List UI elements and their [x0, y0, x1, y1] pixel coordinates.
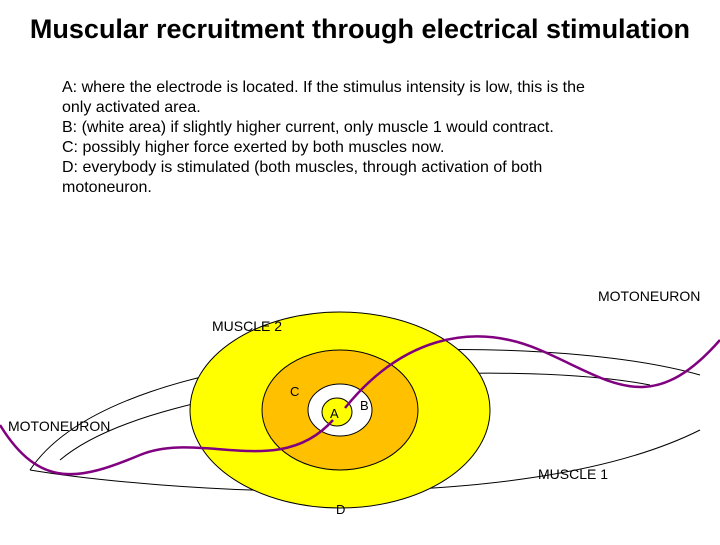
muscle-1-label: MUSCLE 1 — [538, 466, 608, 482]
desc-line-3: B: (white area) if slightly higher curre… — [62, 118, 662, 138]
desc-line-5: D: everybody is stimulated (both muscles… — [62, 158, 662, 178]
desc-line-2: only activated area. — [62, 98, 662, 118]
motoneuron-left-label: MOTONEURON — [8, 418, 110, 434]
desc-line-4: C: possibly higher force exerted by both… — [62, 138, 662, 158]
zone-d-label: D — [336, 502, 345, 517]
motoneuron-right-label: MOTONEURON — [598, 288, 700, 304]
description-block: A: where the electrode is located. If th… — [62, 78, 662, 198]
desc-line-1: A: where the electrode is located. If th… — [62, 78, 662, 98]
desc-line-6: motoneuron. — [62, 178, 662, 198]
page-title: Muscular recruitment through electrical … — [0, 0, 720, 45]
zone-b-label: B — [360, 398, 369, 413]
zone-a-label: A — [330, 406, 339, 421]
muscle-2-label: MUSCLE 2 — [212, 318, 282, 334]
zone-c-label: C — [290, 384, 299, 399]
recruitment-diagram: MOTONEURON MOTONEURON MUSCLE 2 MUSCLE 1 … — [0, 280, 720, 540]
